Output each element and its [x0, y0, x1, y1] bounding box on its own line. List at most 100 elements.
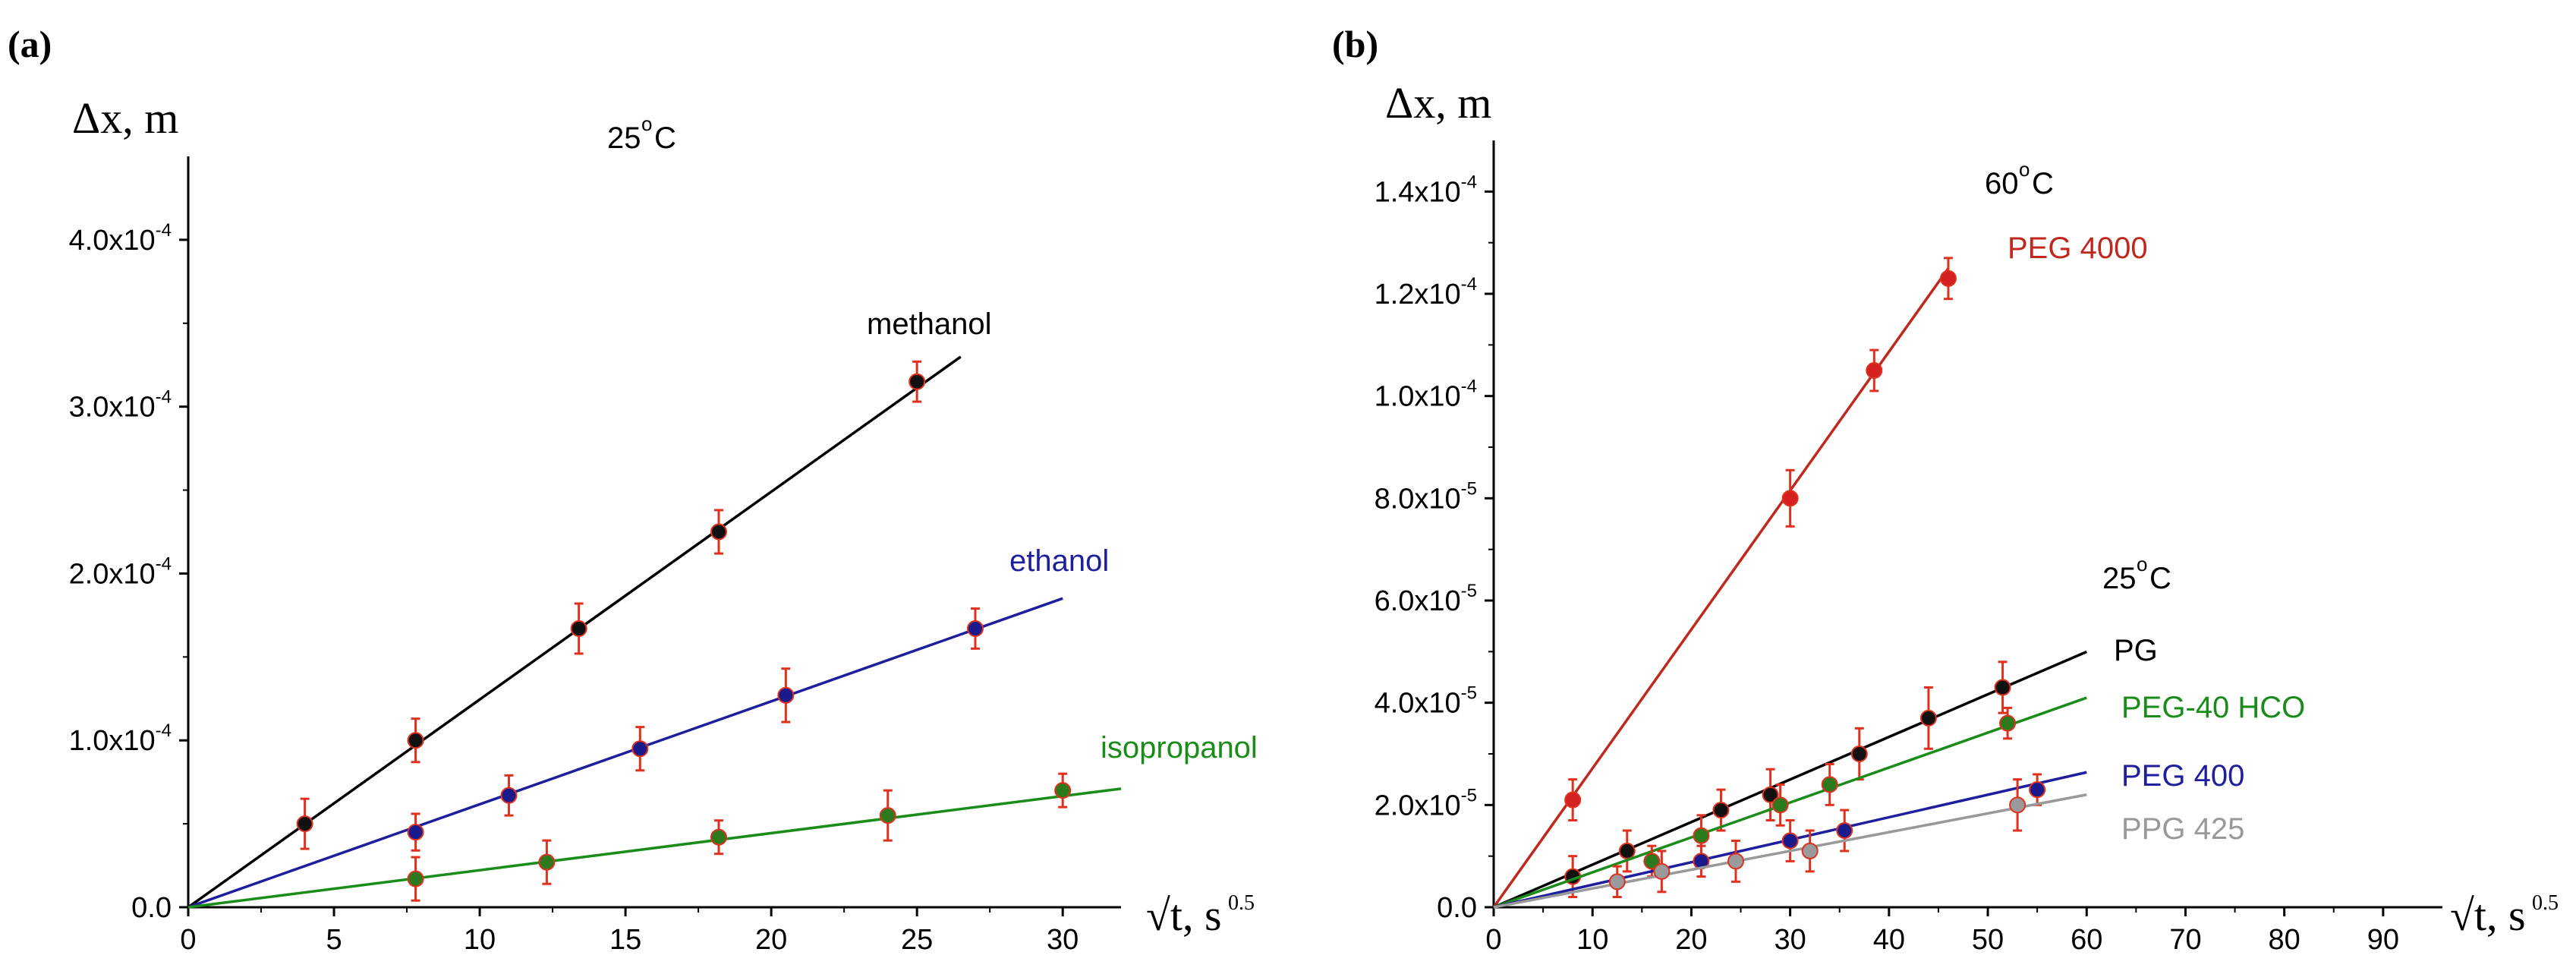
temperature-value: 25 — [607, 121, 641, 155]
panel-b-plot-area: 0 10 20 30 40 50 60 70 80 90 0.0 2.0x10-5 4.0x10-5 6.… — [1375, 140, 2442, 956]
panel-b-temperature-25c: 25 o C — [2102, 553, 2171, 595]
data-point — [1653, 862, 1671, 880]
fit-line — [187, 597, 1063, 909]
data-point — [1866, 362, 1883, 379]
series-label: isopropanol — [1101, 731, 1258, 765]
series-peg-4000 — [1492, 257, 1957, 909]
data-point — [1727, 853, 1745, 870]
data-point — [1939, 270, 1957, 287]
panel-a-x-axis-title: √t, s — [1146, 891, 1222, 940]
data-point — [570, 619, 587, 637]
panel-a-y-axis-title: Δx, m — [72, 93, 178, 143]
temperature-unit: C — [2149, 562, 2171, 595]
data-point — [1994, 679, 2011, 696]
panel-b: (b) Δx, m √t, s 0.5 60 o C 25 o C — [1332, 23, 2559, 940]
data-point — [1608, 873, 1626, 891]
series-label: methanol — [867, 307, 992, 341]
data-point — [966, 619, 984, 637]
series-label: PEG-40 HCO — [2121, 691, 2305, 724]
series-label: PPG 425 — [2121, 812, 2244, 846]
data-point — [1762, 786, 1779, 803]
data-point — [1850, 746, 1868, 762]
y-tick-label: 1.0x10-4 — [1375, 377, 1477, 413]
y-tick-label: 2.0x10-5 — [1375, 785, 1477, 821]
fit-line — [1493, 793, 2087, 909]
panel-a-x-axis-superscript: 0.5 — [1228, 891, 1255, 915]
data-point — [1693, 827, 1710, 844]
data-point — [296, 815, 313, 833]
series-isopropanol — [187, 772, 1122, 909]
series-label: PEG 4000 — [2008, 232, 2148, 265]
series-label: PG — [2114, 634, 2158, 667]
series-peg-40-hco — [1493, 696, 2087, 909]
panel-a: (a) Δx, m √t, s 0.5 25 o C — [8, 23, 1255, 940]
data-point — [1564, 791, 1582, 809]
data-point — [1618, 842, 1636, 859]
data-point — [1781, 832, 1799, 850]
series-methanol — [187, 355, 962, 909]
data-point — [1919, 709, 1937, 727]
data-point — [1821, 776, 1838, 793]
data-point — [1781, 490, 1799, 507]
temperature-value: 25 — [2102, 562, 2137, 595]
series-peg-400 — [1493, 771, 2087, 909]
x-tick-label: 20 — [1675, 924, 1707, 956]
y-tick-label: 1.0x10-4 — [69, 720, 172, 757]
y-tick-label: 4.0x10-5 — [1375, 683, 1477, 720]
data-point — [777, 686, 795, 704]
data-point — [2029, 781, 2046, 799]
data-point — [1712, 802, 1730, 819]
y-tick-label: 4.0x10-4 — [69, 220, 172, 257]
fit-line — [1493, 696, 2087, 909]
data-point — [1771, 796, 1789, 814]
x-tick-label: 80 — [2269, 924, 2300, 956]
panel-b-x-axis-superscript: 0.5 — [2532, 891, 2559, 915]
data-point — [1836, 822, 1853, 839]
data-point — [407, 824, 424, 841]
y-tick-label: 0.0 — [1437, 892, 1477, 924]
data-point — [710, 523, 727, 541]
temperature-value: 60 — [1985, 167, 2019, 200]
x-tick-label: 15 — [609, 924, 641, 956]
data-point — [407, 732, 424, 749]
data-point — [710, 828, 727, 846]
x-tick-label: 30 — [1774, 924, 1806, 956]
data-point — [538, 853, 556, 871]
panel-b-y-axis-title: Δx, m — [1385, 78, 1491, 128]
panel-b-label: (b) — [1332, 23, 1378, 65]
panel-a-temperature-25c: 25 o C — [607, 112, 676, 155]
data-point — [1643, 853, 1661, 870]
x-tick-label: 25 — [901, 924, 933, 956]
y-tick-label: 3.0x10-4 — [69, 387, 172, 424]
series-pg — [1493, 650, 2087, 909]
x-tick-label: 30 — [1047, 924, 1079, 956]
panel-a-plot-area: 0 5 10 15 20 25 30 0.0 1.0x10-4 2.0x10-4 3.0x10-4 4… — [69, 156, 1258, 956]
temperature-degree: o — [2137, 553, 2147, 575]
series-label: PEG 400 — [2121, 759, 2244, 793]
fit-line — [1493, 650, 2087, 909]
series-ethanol — [187, 597, 1063, 909]
x-tick-label: 90 — [2367, 924, 2399, 956]
data-point — [1999, 714, 2017, 732]
data-point — [631, 740, 649, 758]
temperature-unit: C — [654, 121, 676, 155]
x-tick-label: 5 — [326, 924, 342, 956]
x-tick-label: 0 — [180, 924, 196, 956]
x-tick-label: 20 — [755, 924, 787, 956]
panel-b-temperature-60c: 60 o C — [1985, 158, 2054, 200]
x-tick-label: 0 — [1485, 924, 1501, 956]
data-point — [500, 787, 518, 804]
data-point — [879, 807, 896, 824]
x-tick-label: 50 — [1972, 924, 2004, 956]
data-point — [1801, 842, 1819, 859]
data-point — [1054, 782, 1072, 799]
data-point — [2009, 796, 2026, 814]
panel-a-label: (a) — [8, 23, 52, 65]
temperature-degree: o — [2019, 158, 2030, 181]
y-tick-label: 0.0 — [131, 892, 172, 924]
panel-b-x-axis-title: √t, s — [2450, 891, 2526, 940]
x-tick-label: 10 — [1576, 924, 1608, 956]
y-tick-label: 1.4x10-4 — [1375, 172, 1477, 208]
x-tick-label: 60 — [2071, 924, 2102, 956]
